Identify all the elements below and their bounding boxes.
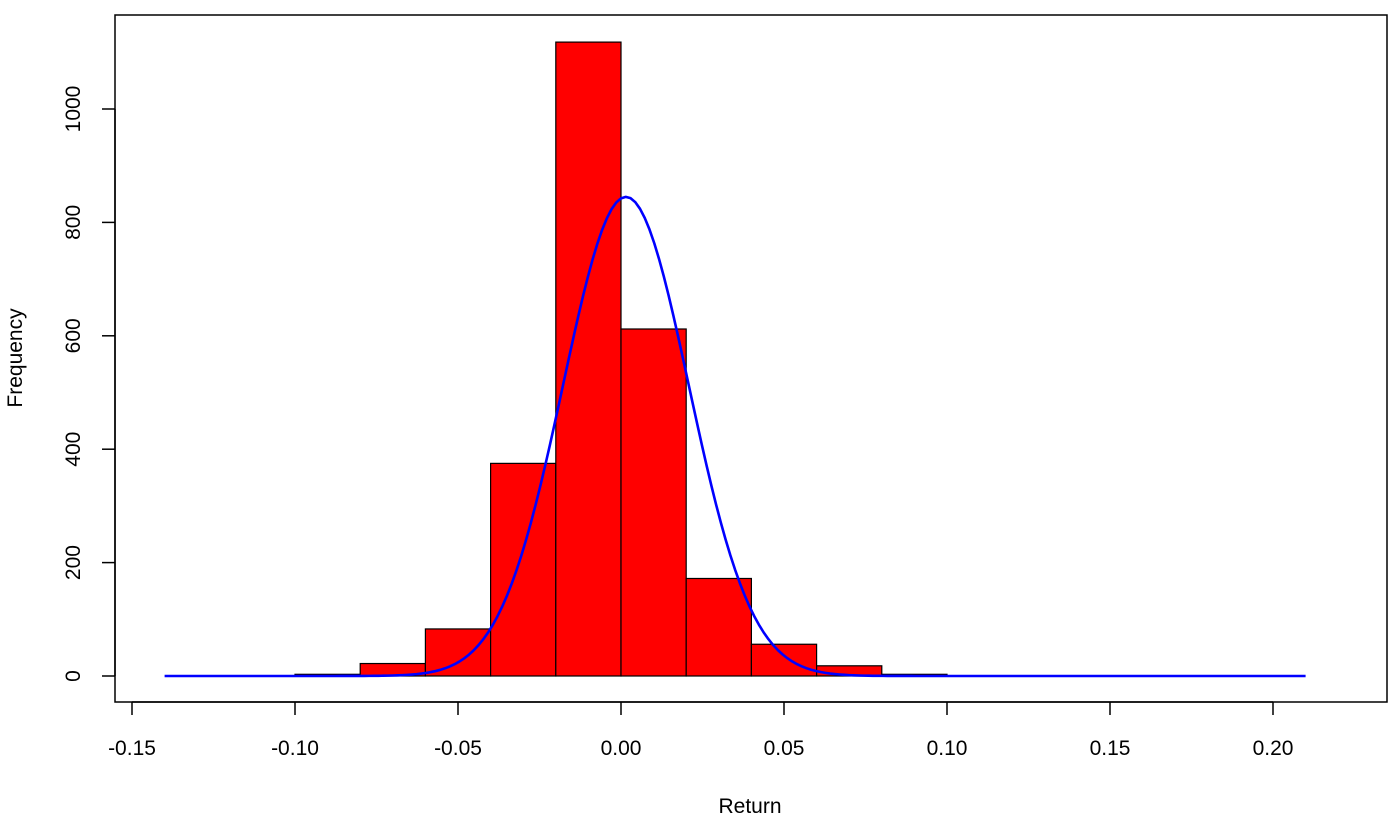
density-curve [164, 195, 1306, 678]
y-tick-label: 200 [62, 545, 85, 580]
x-tick-label: 0.10 [927, 737, 968, 760]
x-tick-label: 0.20 [1253, 737, 1294, 760]
x-tick-label: -0.10 [271, 737, 319, 760]
x-tick-label: -0.15 [108, 737, 156, 760]
histogram-bar [490, 462, 557, 677]
y-tick-label: 0 [62, 670, 85, 682]
histogram-bar [685, 577, 753, 677]
x-tick-label: 0.00 [601, 737, 642, 760]
x-tick-label: -0.05 [434, 737, 482, 760]
y-tick-label: 600 [62, 318, 85, 353]
x-axis: -0.15 -0.10 -0.05 0.00 0.05 0.10 0.15 0.20 [108, 701, 1294, 760]
histogram-bar [424, 628, 492, 677]
x-axis-label: Return [718, 795, 781, 818]
histogram-bar [620, 328, 687, 677]
x-tick-label: 0.15 [1090, 737, 1131, 760]
x-tick-label: 0.05 [764, 737, 805, 760]
histogram-bars [294, 41, 948, 677]
y-tick-label: 800 [62, 205, 85, 240]
y-tick-label: 400 [62, 432, 85, 467]
histogram-bar [750, 643, 818, 677]
y-axis: 0 200 400 600 800 1000 [62, 86, 116, 682]
y-axis-label: Frequency [4, 308, 27, 408]
y-tick-label: 1000 [62, 86, 85, 133]
histogram-bar [555, 41, 622, 677]
